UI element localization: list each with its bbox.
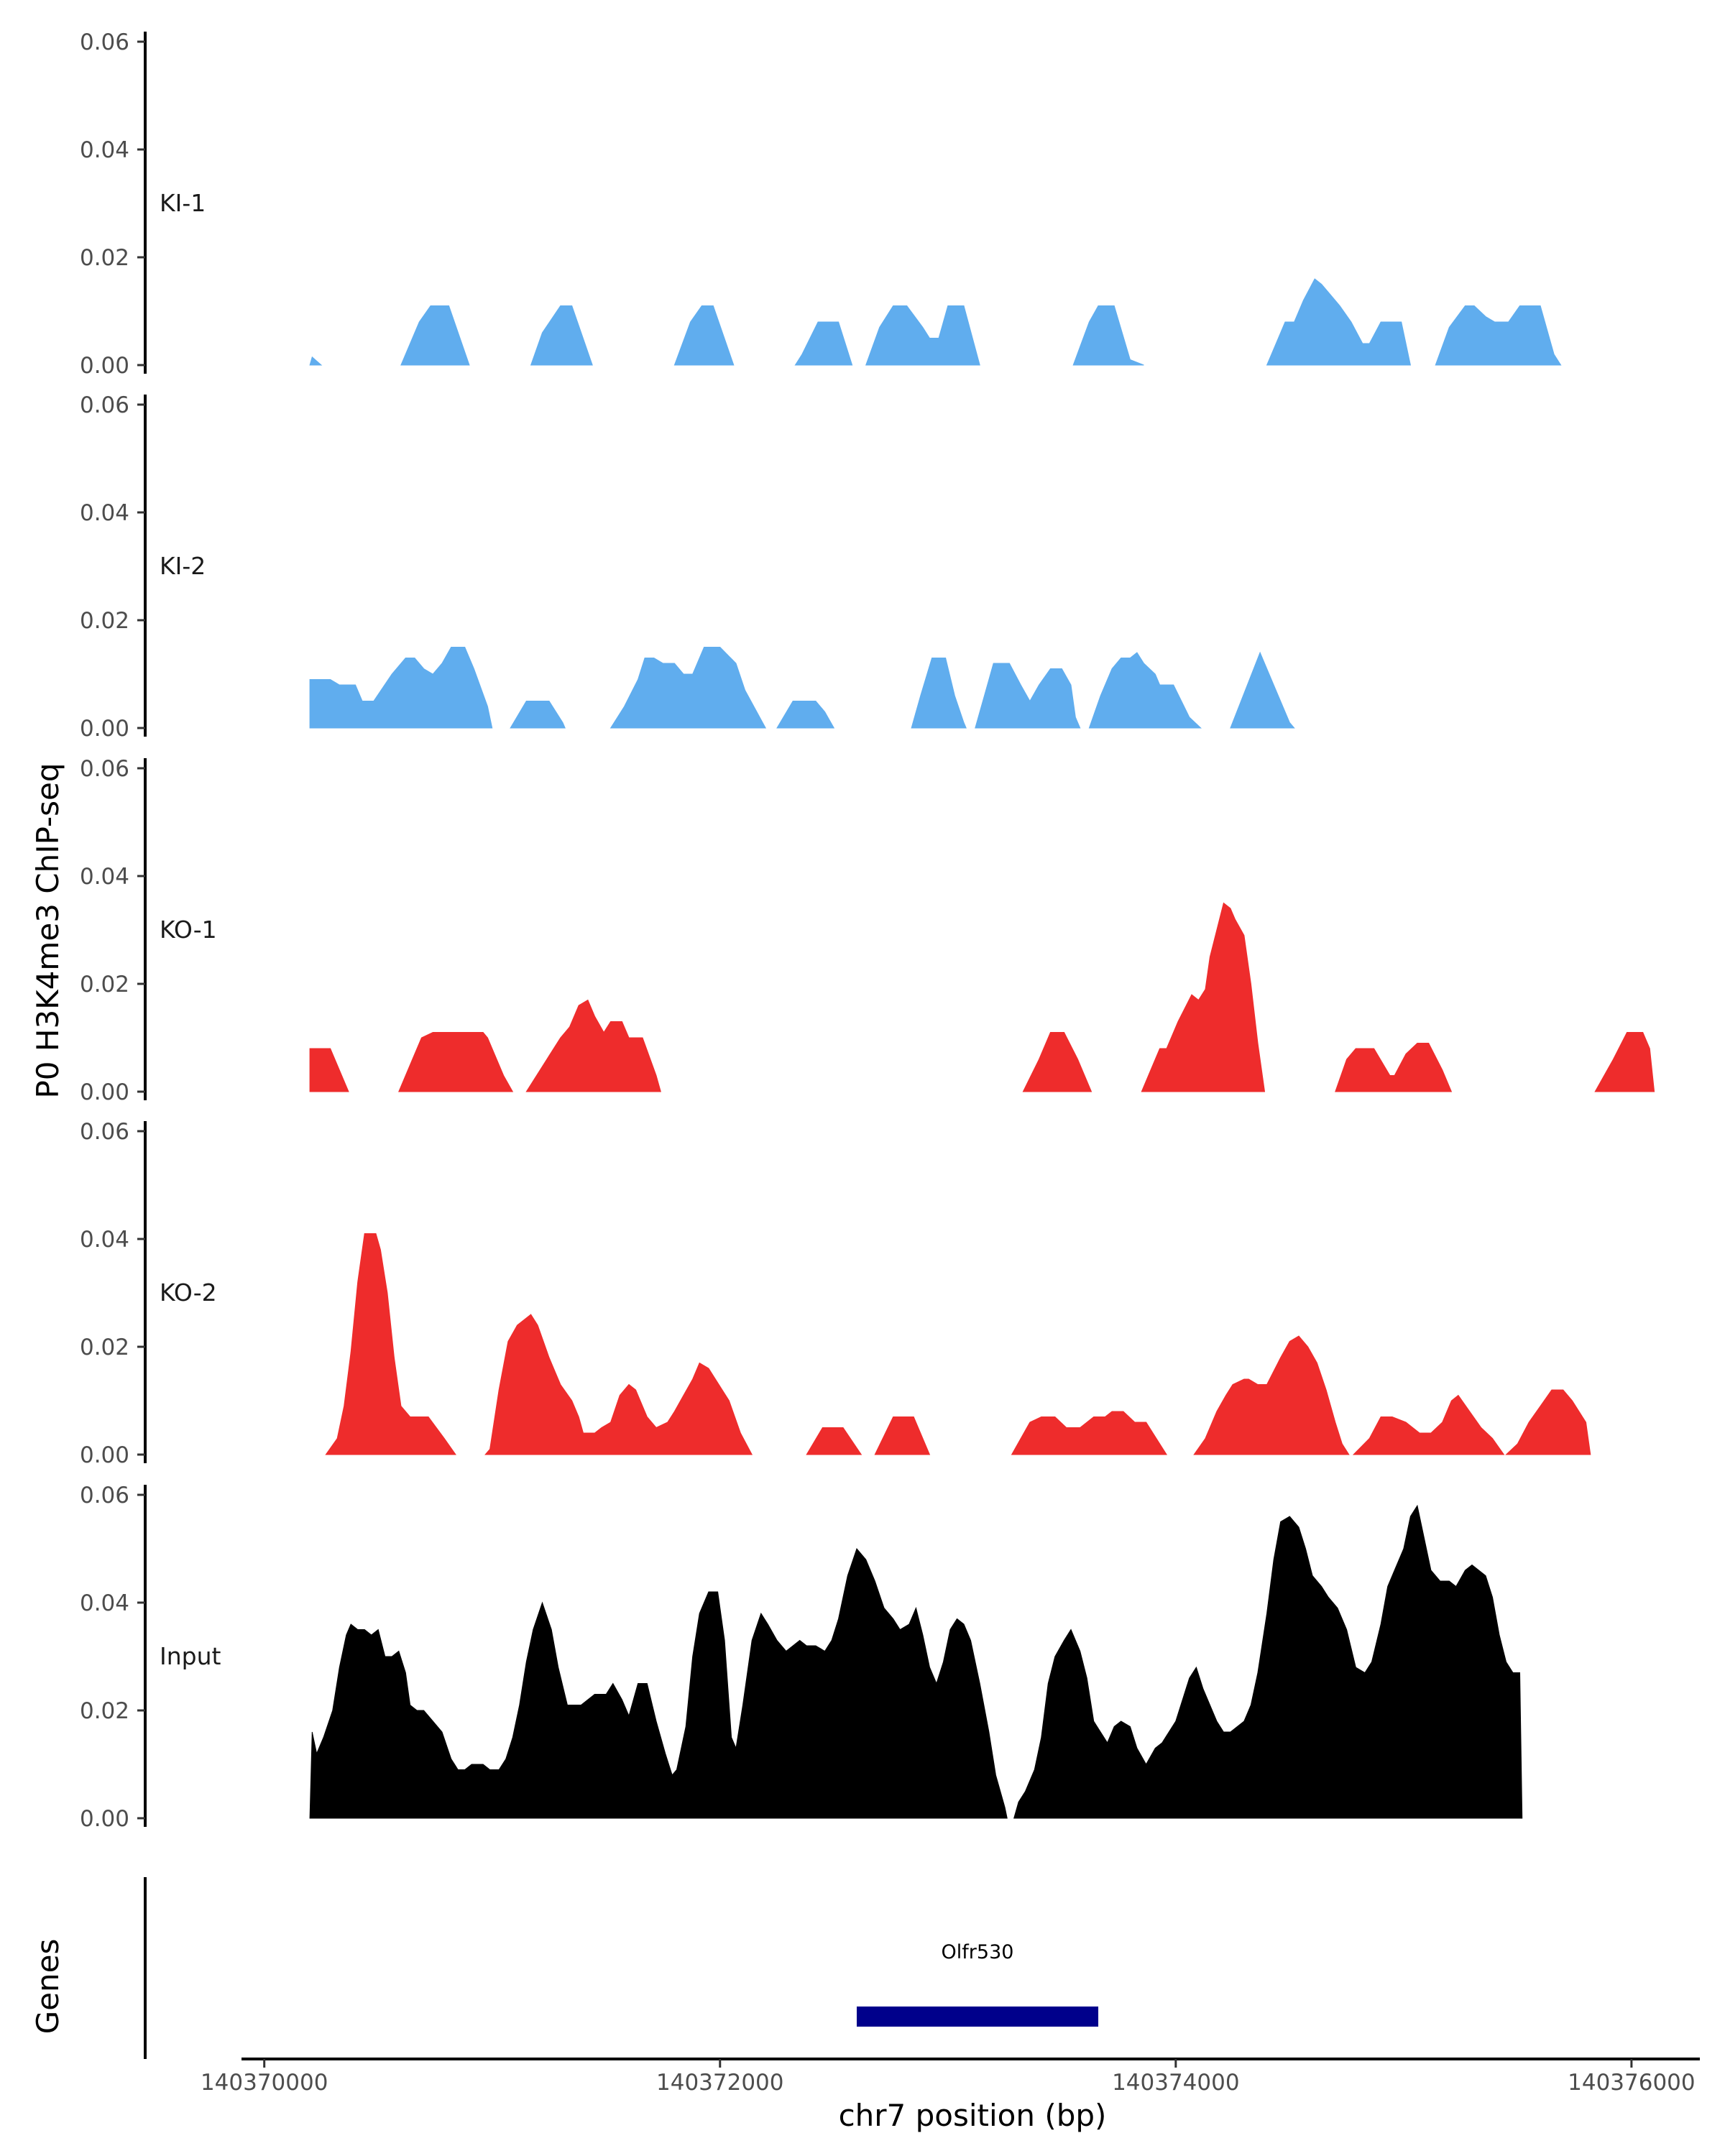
gene-bar (856, 2007, 1099, 2027)
coverage-peak-ko-2 (1352, 1394, 1505, 1455)
y-tick-label-ko-2: 0.00 (80, 1442, 129, 1468)
track-label-ko-2: KO-2 (160, 1279, 217, 1307)
y-tick-label-input: 0.06 (80, 1483, 129, 1508)
x-axis-title: chr7 position (bp) (839, 2098, 1107, 2133)
track-label-input: Input (160, 1642, 221, 1670)
coverage-peak-ki-1 (673, 305, 735, 366)
coverage-peak-ki-1 (309, 356, 323, 366)
y-tick-label-ko-1: 0.06 (80, 756, 129, 782)
coverage-peak-ko-2 (806, 1427, 862, 1455)
y-tick-label-input: 0.04 (80, 1590, 129, 1616)
track-label-ki-1: KI-1 (160, 189, 206, 217)
coverage-peak-ki-1 (794, 321, 853, 366)
coverage-peak-ki-1 (530, 305, 593, 366)
coverage-peak-ki-2 (510, 701, 566, 729)
coverage-peak-ki-1 (865, 305, 980, 366)
coverage-peak-ko-1 (1022, 1032, 1092, 1092)
y-tick-label-ko-2: 0.04 (80, 1227, 129, 1253)
coverage-peak-ki-2 (1088, 652, 1202, 729)
y-tick-label-input: 0.02 (80, 1698, 129, 1724)
coverage-peak-ki-2 (309, 647, 493, 729)
coverage-peak-ko-2 (1193, 1335, 1350, 1455)
y-tick-label-ki-2: 0.06 (80, 392, 129, 418)
coverage-peak-ki-1 (1266, 278, 1412, 366)
coverage-peak-ki-1 (1435, 305, 1562, 366)
y-tick-label-ki-2: 0.04 (80, 500, 129, 526)
y-tick-label-ki-1: 0.02 (80, 245, 129, 271)
coverage-peak-ko-1 (1594, 1032, 1655, 1092)
coverage-peak-ko-2 (325, 1233, 456, 1455)
y-tick-label-ko-2: 0.02 (80, 1335, 129, 1360)
coverage-peak-ko-1 (1141, 902, 1266, 1092)
y-tick-label-input: 0.00 (80, 1806, 129, 1832)
coverage-peak-ki-1 (400, 305, 470, 366)
x-tick-label: 140370000 (201, 2070, 328, 2096)
y-tick-label-ki-2: 0.02 (80, 608, 129, 634)
x-tick-label: 140372000 (656, 2070, 784, 2096)
y-tick-label-ki-1: 0.00 (80, 353, 129, 379)
genes-axis-title: Genes (30, 1939, 65, 2035)
y-tick-label-ki-2: 0.00 (80, 716, 129, 742)
coverage-peak-ko-2 (484, 1314, 753, 1455)
gene-label: Olfr530 (942, 1941, 1014, 1963)
y-tick-label-ko-1: 0.00 (80, 1079, 129, 1105)
coverage-peak-ko-1 (309, 1048, 349, 1092)
coverage-peak-input (309, 1548, 1008, 1819)
coverage-peak-ki-1 (1072, 305, 1144, 366)
track-label-ki-2: KI-2 (160, 552, 206, 580)
y-tick-label-ko-2: 0.06 (80, 1119, 129, 1145)
coverage-peak-ki-2 (975, 663, 1081, 729)
coverage-peak-ki-2 (610, 647, 767, 729)
coverage-peak-ko-1 (1335, 1043, 1453, 1092)
coverage-peak-ki-2 (776, 701, 835, 729)
coverage-peak-input (1013, 1504, 1523, 1819)
coverage-peak-ko-2 (1505, 1389, 1591, 1455)
coverage-peak-ki-2 (1230, 651, 1295, 729)
x-tick-label: 140374000 (1112, 2070, 1240, 2096)
y-tick-label-ki-1: 0.06 (80, 29, 129, 55)
track-label-ko-1: KO-1 (160, 916, 217, 944)
coverage-peak-ko-1 (525, 999, 661, 1092)
coverage-peak-ko-1 (398, 1032, 514, 1092)
coverage-peak-ki-2 (911, 658, 967, 729)
y-tick-label-ko-1: 0.02 (80, 972, 129, 998)
y-tick-label-ko-1: 0.04 (80, 864, 129, 890)
coverage-peak-ko-2 (874, 1416, 931, 1455)
y-tick-label-ki-1: 0.04 (80, 137, 129, 163)
x-tick-label: 140376000 (1568, 2070, 1696, 2096)
y-axis-title: P0 H3K4me3 ChIP-seq (30, 763, 65, 1098)
coverage-peak-ko-2 (1011, 1411, 1168, 1455)
